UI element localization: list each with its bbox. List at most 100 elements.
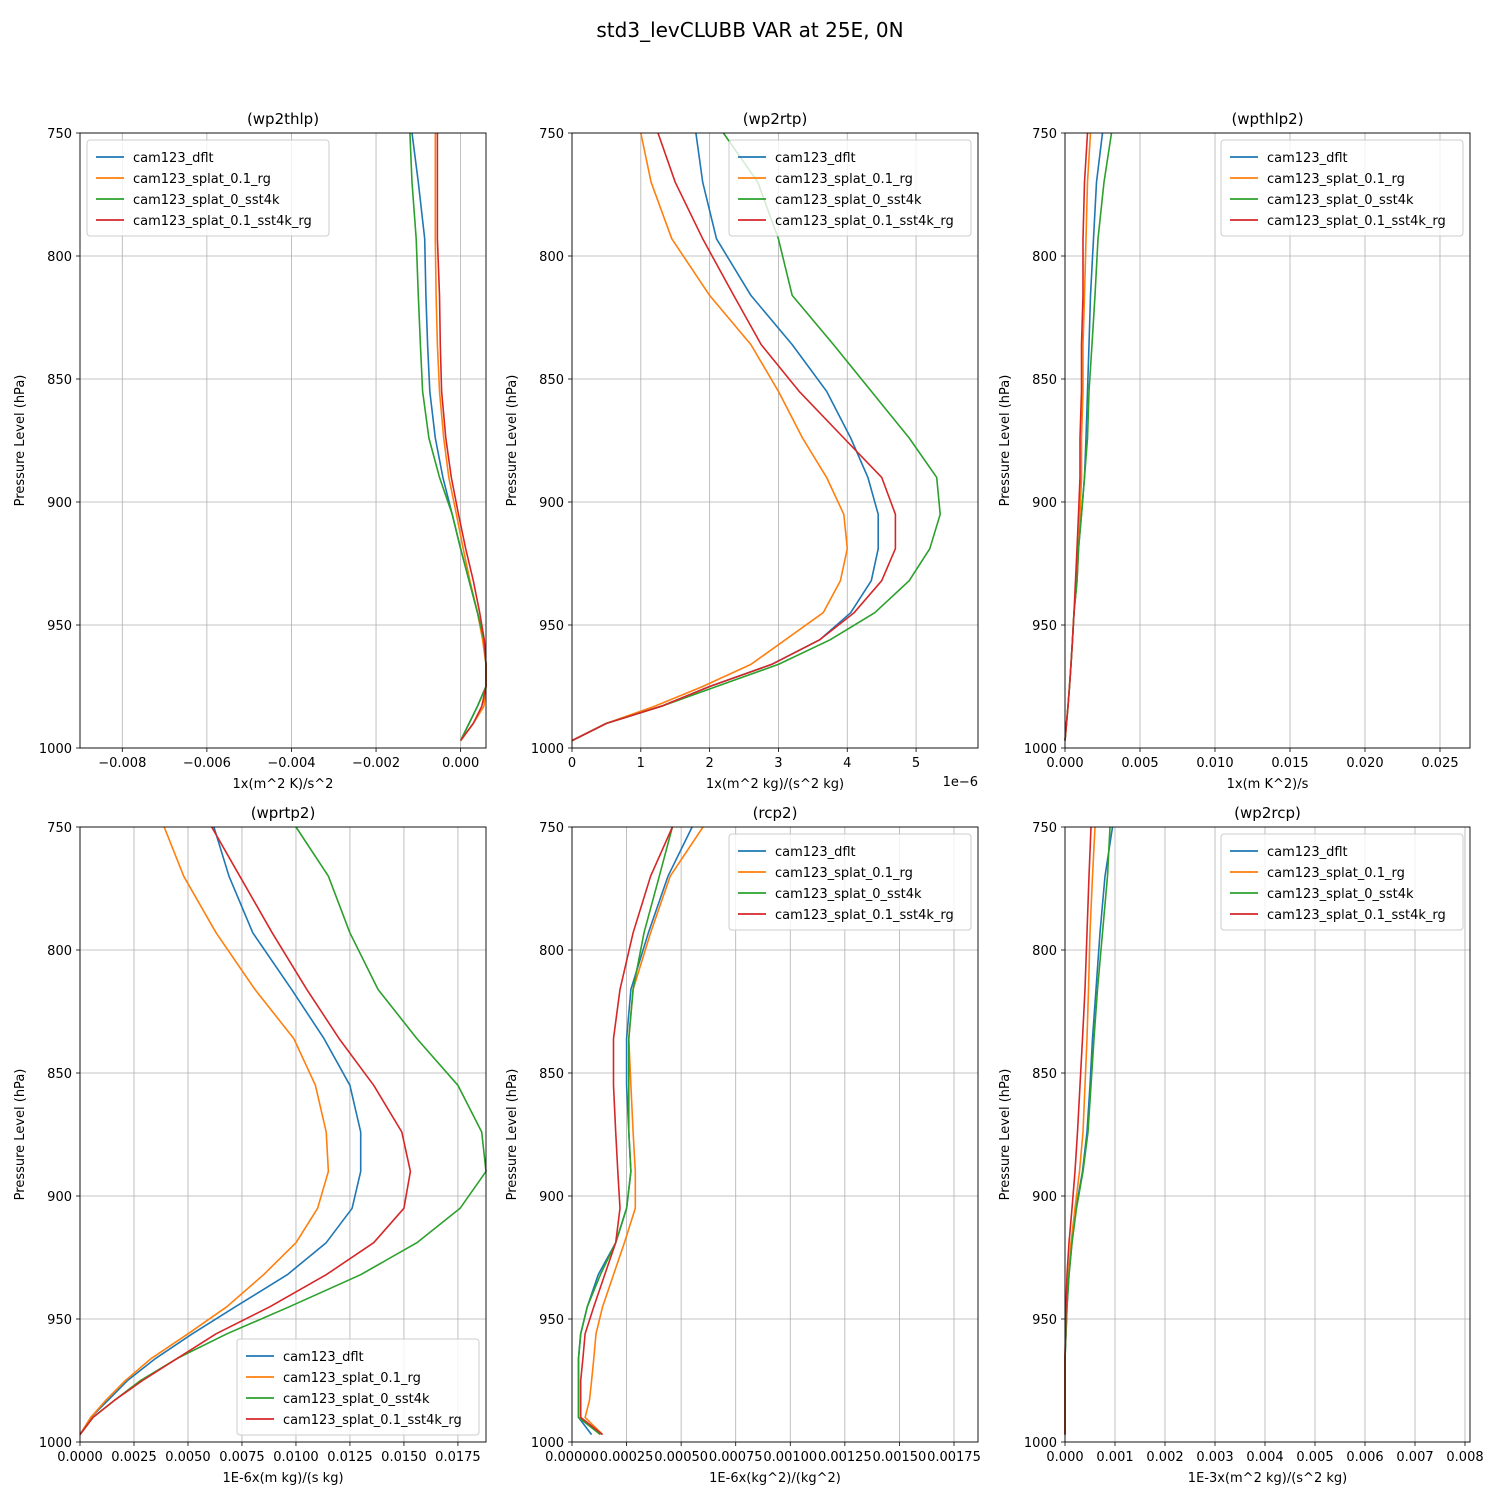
y-tick-label: 750 [47,127,72,142]
y-tick-label: 800 [539,250,564,265]
y-tick-label: 850 [47,373,72,388]
legend-label: cam123_splat_0_sst4k [775,193,922,208]
x-tick-label: 3 [774,756,782,771]
legend: cam123_dflt cam123_splat_0.1_rg cam123_spl… [728,139,972,237]
y-tick-label: 850 [1032,1067,1057,1082]
y-axis-label: Pressure Level (hPa) [505,375,520,507]
y-tick-label: 1000 [39,742,72,757]
y-tick-label: 750 [1032,821,1057,836]
y-tick-label: 800 [539,944,564,959]
series-line-cam123_splat_0.1_sst4k_rg [1064,132,1089,741]
x-tick-label: 0.001 [1096,1450,1133,1465]
x-tick-label: −0.006 [183,756,231,771]
y-tick-label: 750 [47,821,72,836]
x-axis-label: 1E-6x(kg^2)/(kg^2) [709,1471,841,1486]
legend-label: cam123_splat_0_sst4k [283,1392,430,1407]
x-tick-label: 0.000 [1046,1450,1083,1465]
x-tick-label: 0.00000 [545,1450,599,1465]
x-tick-label: 0.00075 [709,1450,763,1465]
x-tick-label: 0.00150 [873,1450,927,1465]
series-line-cam123_splat_0_sst4k [79,826,487,1436]
x-tick-label: 0.0100 [273,1450,319,1465]
legend-label: cam123_splat_0.1_sst4k_rg [283,1413,462,1428]
y-tick-label: 800 [47,944,72,959]
y-tick-label: 950 [539,1313,564,1328]
series-line-cam123_splat_0_sst4k [577,826,674,1436]
panel-title: (wp2rcp) [1234,804,1301,822]
y-tick-label: 750 [539,127,564,142]
x-tick-label: 0.0150 [381,1450,427,1465]
y-tick-label: 950 [539,619,564,634]
y-axis-label: Pressure Level (hPa) [998,1069,1013,1201]
y-tick-label: 900 [1032,1190,1057,1205]
figure-title: std3_levCLUBB VAR at 25E, 0N [596,18,903,42]
legend-label: cam123_splat_0.1_sst4k_rg [775,214,954,229]
y-tick-label: 850 [539,1067,564,1082]
y-tick-label: 1000 [1024,742,1057,757]
legend-label: cam123_dflt [1267,151,1348,166]
x-tick-label: 5 [912,756,920,771]
x-tick-label: 0.008 [1446,1450,1483,1465]
x-tick-label: 0.006 [1346,1450,1383,1465]
x-tick-label: 0.015 [1271,756,1308,771]
legend-label: cam123_dflt [775,151,856,166]
x-tick-label: −0.002 [352,756,400,771]
legend-box [728,833,972,931]
legend: cam123_dflt cam123_splat_0.1_rg cam123_spl… [86,139,330,237]
x-tick-label: 4 [843,756,851,771]
panel-rcp2: 0.00000 0.00025 0.00050 0.00075 0.00100 0.001… [505,804,981,1486]
x-axis-label: 1x(m^2 K)/s^2 [233,777,334,792]
legend-label: cam123_splat_0.1_sst4k_rg [1267,908,1446,923]
y-tick-label: 900 [1032,496,1057,511]
y-tick-label: 950 [47,1313,72,1328]
legend-label: cam123_splat_0_sst4k [133,193,280,208]
legend-label: cam123_splat_0.1_rg [283,1371,421,1386]
x-tick-label: 0.00050 [654,1450,708,1465]
x-tick-label: 0.005 [1296,1450,1333,1465]
series-line-cam123_splat_0.1_sst4k_rg [79,826,412,1436]
x-tick-label: 0.000 [1046,756,1083,771]
legend-label: cam123_dflt [775,845,856,860]
legend-label: cam123_splat_0.1_sst4k_rg [1267,214,1446,229]
series-line-cam123_splat_0.1_rg [79,826,330,1436]
series-line-cam123_splat_0.1_rg [584,826,704,1436]
x-tick-label: 0.004 [1246,1450,1283,1465]
legend-label: cam123_splat_0_sst4k [1267,193,1414,208]
x-tick-label: 0.005 [1121,756,1158,771]
x-tick-label: 0.025 [1421,756,1458,771]
legend-label: cam123_splat_0.1_rg [775,866,913,881]
y-tick-label: 950 [1032,1313,1057,1328]
x-tick-label: 0.002 [1146,1450,1183,1465]
legend-box [1220,139,1464,237]
y-tick-label: 950 [47,619,72,634]
y-axis-label: Pressure Level (hPa) [13,1069,28,1201]
legend-label: cam123_splat_0.1_rg [1267,172,1405,187]
x-axis-label: 1x(m K^2)/s [1227,777,1309,792]
legend: cam123_dflt cam123_splat_0.1_rg cam123_spl… [728,833,972,931]
legend-box [1220,833,1464,931]
y-axis-label: Pressure Level (hPa) [13,375,28,507]
x-tick-label: 0.00175 [927,1450,981,1465]
x-tick-label: 0 [568,756,576,771]
series-line-cam123_splat_0.1_sst4k_rg [436,133,487,742]
panel-wpthlp2: 0.000 0.005 0.010 0.015 0.020 0.025 750 800 850 9… [998,110,1471,792]
panel-title: (wprtp2) [251,804,316,822]
series-line-cam123_splat_0.1_sst4k_rg [571,132,897,742]
y-tick-label: 850 [539,373,564,388]
x-tick-label: −0.004 [267,756,315,771]
y-tick-label: 750 [1032,127,1057,142]
legend: cam123_dflt cam123_splat_0.1_rg cam123_spl… [236,1338,480,1436]
x-tick-label: 0.00125 [818,1450,872,1465]
series-line-cam123_splat_0.1_rg [571,132,849,742]
legend: cam123_dflt cam123_splat_0.1_rg cam123_spl… [1220,139,1464,237]
x-tick-label: 0.0000 [57,1450,103,1465]
y-tick-label: 1000 [1024,1436,1057,1451]
y-tick-label: 800 [1032,250,1057,265]
x-tick-label: 1 [637,756,645,771]
legend-box [86,139,330,237]
y-tick-label: 850 [47,1067,72,1082]
axes-frame [1064,826,1471,1443]
